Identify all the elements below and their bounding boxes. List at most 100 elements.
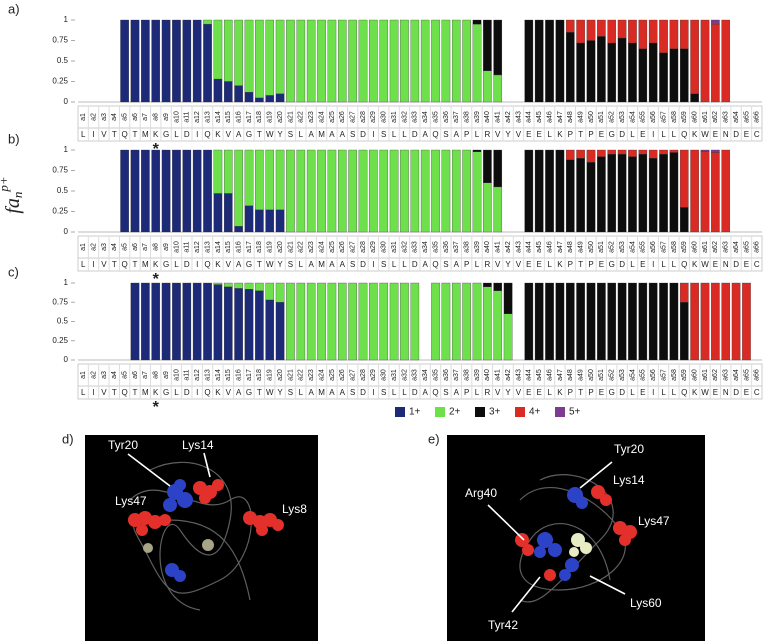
residue-label: A <box>236 130 242 139</box>
bar-segment <box>690 19 699 94</box>
bar-segment <box>679 207 689 233</box>
bar-segment <box>286 282 295 361</box>
bar-segment <box>742 282 751 361</box>
residue-label: G <box>246 260 252 269</box>
x-tick-label: a41 <box>495 369 502 381</box>
bar-segment <box>286 19 295 103</box>
x-tick-label: a43 <box>515 369 522 381</box>
bar-segment <box>379 149 389 233</box>
residue-label: S <box>381 260 386 269</box>
x-tick-label: a42 <box>505 369 512 381</box>
x-tick-label: a33 <box>412 111 419 123</box>
x-tick-label: a25 <box>329 241 336 253</box>
bar-segment <box>597 282 606 361</box>
residue-label: I <box>372 260 374 269</box>
x-tick-label: a38 <box>463 369 470 381</box>
bar-segment <box>296 19 306 103</box>
residue-label: M <box>142 388 149 397</box>
residue-label: V <box>101 388 107 397</box>
bar-segment <box>659 153 668 233</box>
bar-segment <box>317 282 326 361</box>
residue-label: L <box>661 260 666 269</box>
residue-label: S <box>288 130 293 139</box>
x-tick-label: a35 <box>432 369 439 381</box>
residue-label: E <box>537 130 542 139</box>
x-tick-label: a58 <box>671 241 678 253</box>
x-tick-label: a34 <box>422 241 429 253</box>
residue-label: T <box>257 388 262 397</box>
bar-segment <box>545 282 554 361</box>
residue-label: Q <box>432 130 438 139</box>
bar-segment <box>669 48 679 103</box>
residue-label: D <box>619 388 625 397</box>
x-tick-label: a8 <box>153 113 160 121</box>
x-tick-label: a38 <box>463 241 470 253</box>
bar-segment <box>234 149 243 227</box>
panel-label: a) <box>8 1 20 16</box>
bar-segment <box>483 182 492 233</box>
x-tick-label: a56 <box>650 369 657 381</box>
residue-label: I <box>372 130 374 139</box>
residue-label: A <box>423 388 429 397</box>
blue-residues <box>163 479 193 582</box>
x-tick-label: a5 <box>121 371 128 379</box>
x-tick-label: a28 <box>360 369 367 381</box>
x-tick-label: a63 <box>723 241 730 253</box>
x-tick-label: a22 <box>298 241 305 253</box>
x-tick-label: a18 <box>256 369 263 381</box>
bar-segment <box>493 186 503 233</box>
bar-segment <box>721 19 731 103</box>
residue-label: S <box>381 130 386 139</box>
residue-label: A <box>309 130 315 139</box>
residue-label: A <box>340 388 346 397</box>
x-tick-label: a36 <box>443 241 450 253</box>
bar-segment <box>617 282 627 361</box>
x-tick-label: a66 <box>754 241 761 253</box>
residue-label: E <box>599 260 604 269</box>
bar-segment <box>638 153 648 233</box>
x-tick-label: a8 <box>153 243 160 251</box>
bar-segment <box>545 19 554 103</box>
bar-segment <box>721 282 731 361</box>
x-tick-label: a45 <box>536 111 543 123</box>
bar-segment <box>234 282 243 289</box>
x-tick-label: a57 <box>660 241 667 253</box>
bar-segment <box>493 282 503 291</box>
legend-label: 3+ <box>489 407 501 418</box>
bar-segment <box>244 19 254 93</box>
y-label-sub: n <box>10 192 25 199</box>
bar-segment <box>389 149 399 233</box>
bar-segment <box>337 282 347 361</box>
bar-segment <box>597 156 606 233</box>
residue-label: E <box>599 388 604 397</box>
x-tick-label: a25 <box>329 369 336 381</box>
x-tick-label: a27 <box>349 241 356 253</box>
bar-segment <box>130 149 140 233</box>
residue-label: E <box>526 130 531 139</box>
residue-label: T <box>257 260 262 269</box>
arrows <box>127 452 211 487</box>
residue-label: M <box>142 130 149 139</box>
bar-segment <box>472 282 482 361</box>
x-tick-label: a35 <box>432 241 439 253</box>
bar-segment <box>244 205 254 233</box>
x-tick-label: a49 <box>577 111 584 123</box>
x-tick-label: a31 <box>391 369 398 381</box>
bar-segment <box>234 85 243 103</box>
residue-label: D <box>412 130 418 139</box>
residue-label: V <box>516 130 522 139</box>
bar-segment <box>503 313 513 361</box>
x-tick-label: a59 <box>681 111 688 123</box>
bar-segment <box>244 92 254 103</box>
bar-segment <box>628 282 637 361</box>
residue-label: G <box>163 260 169 269</box>
bar-segment <box>255 149 264 211</box>
bar-segment <box>565 282 575 361</box>
bar-segment <box>203 23 212 103</box>
bar-segment <box>648 42 658 103</box>
residue-label: M <box>318 260 325 269</box>
bar-segment <box>586 149 596 163</box>
bar-segment <box>275 149 285 211</box>
bar-segment <box>234 19 243 86</box>
x-tick-label: a36 <box>443 369 450 381</box>
